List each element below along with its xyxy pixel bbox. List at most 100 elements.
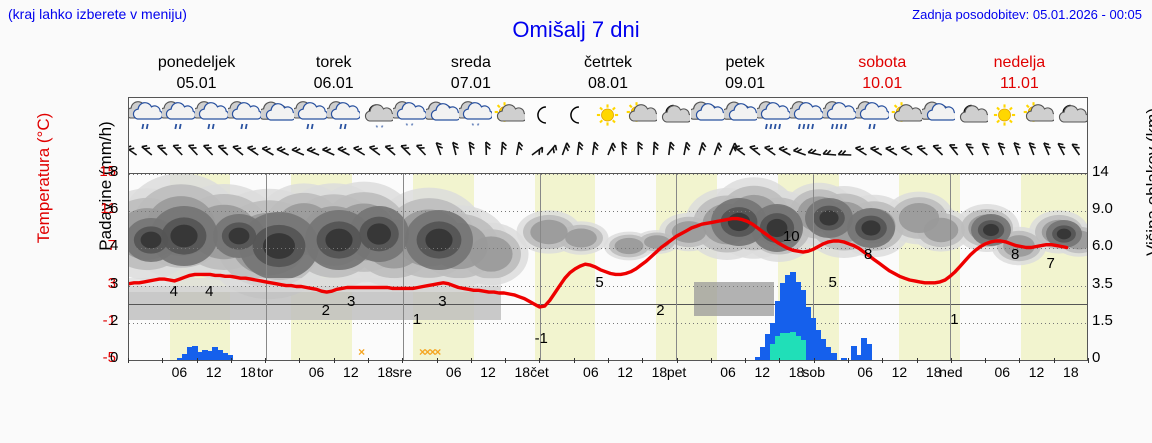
cloud-icon [426, 98, 460, 141]
shower-bar [800, 340, 807, 360]
shower-bar [774, 335, 781, 360]
x-axis-tickmark [333, 358, 335, 363]
precipitation-bar [860, 337, 867, 360]
precipitation-bar [754, 356, 761, 360]
sun-icon [988, 98, 1021, 141]
frozen-mix-marker: × [434, 345, 442, 359]
temperature-value-label: 3 [347, 292, 356, 310]
x-axis-tickmark [1088, 358, 1089, 363]
cloud-snow-icon: * * [393, 98, 427, 141]
day-date: 05.01 [176, 75, 217, 92]
cloud-height-tick-6p0: 6.0 [1092, 237, 1113, 255]
day-header-3: sreda 07.01 [402, 52, 539, 94]
svg-text:*: * [406, 123, 409, 130]
shower-bar [795, 335, 802, 360]
cloud-height-tick-9p0: 9.0 [1092, 200, 1113, 218]
temperature-tick-15: 15 [99, 163, 116, 180]
precipitation-bar [774, 300, 781, 360]
precipitation-bar [176, 358, 183, 360]
day-date: 10.01 [862, 75, 903, 92]
x-axis-tickmark [745, 358, 747, 363]
wind-barb-row [125, 140, 1088, 173]
cloud-heavyrain-icon [789, 98, 823, 141]
precipitation-bar [202, 349, 209, 360]
x-axis-tick: 12 [1028, 364, 1045, 380]
day-header-7: nedelja 11.01 [951, 52, 1088, 94]
cloud-icon [723, 98, 757, 141]
cloud-height-tick-1p5: 1.5 [1092, 311, 1113, 329]
temperature-value-label: 8 [1011, 246, 1020, 264]
day-date: 07.01 [450, 75, 491, 92]
x-axis-tick: 18 [377, 364, 393, 380]
moon-cloud-icon [1054, 98, 1087, 141]
sun-cloud-icon [1021, 98, 1054, 141]
precipitation-bar [866, 343, 873, 360]
svg-text:*: * [376, 125, 379, 132]
x-axis-tick: sre [392, 364, 412, 380]
moon-snow-icon: * * [360, 98, 394, 141]
day-name: torek [315, 54, 352, 71]
day-name: sobota [858, 54, 907, 71]
x-axis-tick: 06 [308, 364, 325, 380]
svg-text:*: * [477, 123, 480, 130]
precipitation-bar [196, 351, 203, 360]
x-axis-tick: čet [530, 364, 549, 380]
x-axis-tick: 06 [857, 364, 873, 380]
temperature-value-label: 5 [595, 274, 604, 291]
x-axis-tickmark [573, 358, 575, 363]
frozen-mix-marker: × [358, 345, 366, 359]
x-axis-tick: 18 [514, 364, 531, 380]
x-axis-tickmark [299, 358, 301, 363]
cloud-rain-icon [195, 98, 229, 141]
day-name: sreda [450, 54, 491, 71]
shower-bar [784, 333, 791, 360]
precipitation-bar [764, 334, 771, 360]
temperature-axis-title: Temperatura (°C) [34, 112, 53, 244]
precipitation-bar [790, 271, 796, 360]
day-header-4: četrtek 08.01 [539, 52, 676, 94]
x-axis-tickmark [950, 358, 952, 363]
temperature-tick-7: 7 [107, 237, 116, 255]
menu-hint-text: (kraj lahko izberete v meniju) [8, 6, 187, 22]
x-axis-tickmark [368, 358, 369, 363]
temperature-tick-11: 11 [100, 200, 116, 218]
precipitation-bar [181, 354, 188, 360]
svg-text:*: * [381, 125, 384, 132]
temperature-value-label: 1 [412, 311, 422, 329]
precipitation-bar [207, 350, 214, 360]
precipitation-bar [217, 349, 224, 360]
cloud-height-tick-14: 14 [1092, 163, 1109, 180]
horizontal-gridline [129, 174, 1087, 175]
cloud-rain-icon [327, 98, 361, 141]
shower-bar [769, 343, 776, 360]
precipitation-bar [186, 347, 193, 360]
day-date: 11.01 [999, 75, 1039, 92]
cloud-height-tick-3p5: 3.5 [1092, 274, 1113, 292]
precipitation-bar [850, 346, 857, 360]
day-header-1: ponedeljek 05.01 [128, 52, 265, 94]
day-date: 06.01 [313, 75, 354, 92]
temperature-value-label: 3 [438, 292, 447, 310]
cloud-rain-icon [129, 98, 163, 141]
temperature-value-label: 4 [169, 283, 178, 301]
day-date: 08.01 [587, 75, 628, 92]
cloud-heavyrain-icon [822, 98, 856, 141]
day-name: nedelja [993, 54, 1046, 71]
last-update-text: Zadnja posodobitev: 05.01.2026 - 00:05 [912, 7, 1142, 22]
frozen-mix-marker: × [429, 345, 437, 359]
daylight-band [1021, 174, 1087, 360]
day-separator [540, 174, 541, 360]
weather-icon-row: * * * * * * [128, 97, 1088, 141]
frozen-mix-marker: × [424, 345, 432, 359]
temperature-value-label: 2 [656, 301, 665, 319]
temperature-value-label: 10 [782, 227, 800, 245]
x-axis-tickmark [608, 358, 609, 363]
precipitation-bar [222, 353, 229, 360]
x-axis-tick: 18 [925, 364, 942, 380]
x-axis-tickmark [676, 358, 678, 363]
day-header-6: sobota 10.01 [814, 52, 951, 94]
day-name: četrtek [583, 54, 632, 71]
cloud-density-field [129, 174, 1087, 320]
temperature-value-label: 8 [864, 246, 873, 264]
x-axis-tickmark [402, 358, 404, 363]
